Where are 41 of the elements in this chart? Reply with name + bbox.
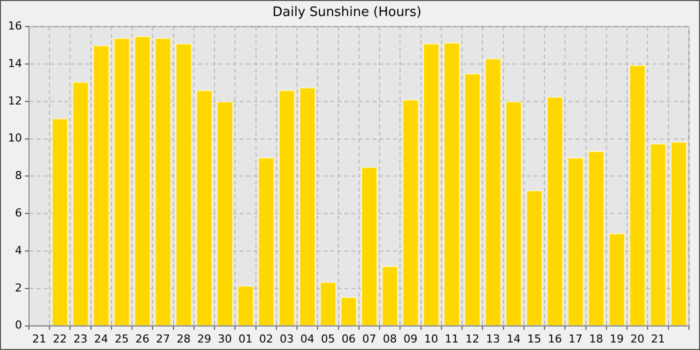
x-tick-label: 02 (259, 332, 274, 346)
x-tick-label: 20 (630, 332, 644, 346)
x-tick-label: 21 (651, 332, 666, 346)
x-tick-label: 06 (342, 332, 356, 346)
x-tick-label: 07 (362, 332, 376, 346)
x-tick-label: 26 (135, 332, 150, 346)
chart-title: Daily Sunshine (Hours) (272, 5, 422, 20)
x-tick-label: 05 (321, 332, 336, 346)
x-tick-label: 28 (176, 332, 191, 346)
x-tick-label: 01 (238, 332, 253, 346)
x-tick-label: 23 (74, 332, 88, 346)
y-tick-label: 10 (8, 132, 22, 145)
y-tick-label: 12 (8, 94, 22, 108)
x-tick-label: 25 (114, 332, 129, 346)
x-tick-label: 17 (568, 332, 583, 346)
x-tick-label: 22 (52, 332, 67, 346)
x-tick-label: 11 (444, 332, 459, 346)
x-tick-label: 09 (404, 332, 418, 346)
y-tick-label: 6 (14, 206, 22, 220)
y-tick-label: 4 (14, 244, 22, 257)
x-tick-label: 21 (32, 332, 46, 346)
x-tick-label: 18 (589, 332, 604, 346)
x-tick-label: 03 (280, 332, 294, 346)
x-tick-label: 19 (610, 332, 624, 346)
y-tick-label: 14 (8, 56, 22, 70)
x-tick-label: 13 (486, 332, 500, 346)
x-tick-label: 04 (300, 332, 314, 346)
y-tick-label: 0 (14, 318, 22, 332)
x-tick-label: 12 (465, 332, 480, 346)
x-tick-label: 10 (424, 332, 438, 346)
x-tick-label: 15 (527, 332, 542, 346)
x-tick-label: 08 (382, 332, 397, 346)
x-tick-label: 16 (548, 332, 562, 346)
y-tick-label: 2 (14, 281, 22, 294)
x-tick-label: 30 (218, 332, 232, 346)
y-tick-label: 16 (8, 19, 22, 32)
x-tick-label: 27 (156, 332, 170, 346)
x-tick-label: 24 (94, 332, 108, 346)
y-tick-label: 8 (14, 169, 22, 182)
x-tick-label: 29 (197, 332, 212, 346)
x-tick-label: 14 (506, 332, 521, 346)
